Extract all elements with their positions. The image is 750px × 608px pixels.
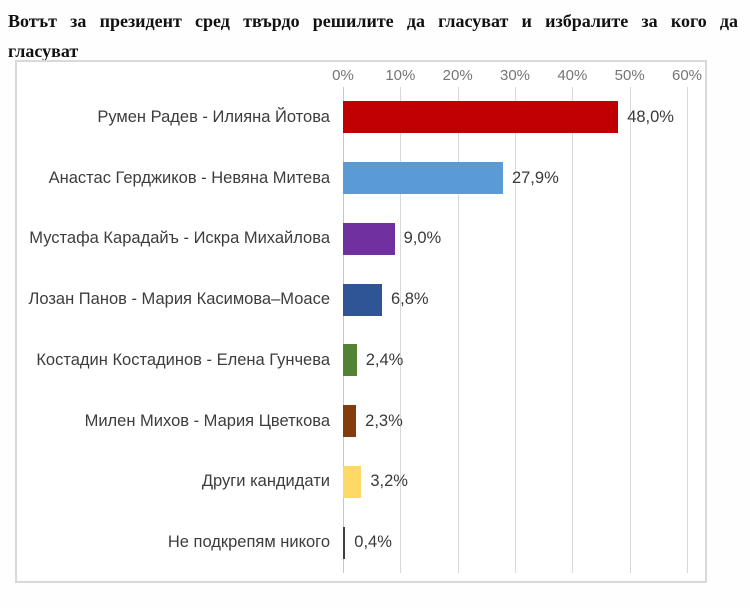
gridline-40 bbox=[572, 87, 574, 573]
bar-track: 27,9% bbox=[343, 148, 705, 209]
bar-track: 2,3% bbox=[343, 391, 705, 452]
chart-title-line1: Вотът за президент сред твърдо решилите … bbox=[8, 11, 738, 31]
value-label: 2,3% bbox=[365, 411, 403, 430]
chart-plot-area: 0% 10% 20% 30% 40% 50% 60% Румен Радев - Илиян… bbox=[15, 60, 707, 583]
x-tick-40%: 40% bbox=[557, 67, 588, 84]
bar-row: Други кандидати 3,2% bbox=[17, 452, 705, 513]
bar bbox=[343, 101, 619, 134]
bar bbox=[343, 222, 395, 255]
axis-baseline bbox=[343, 87, 344, 573]
bar-track: 3,2% bbox=[343, 452, 705, 513]
value-label: 6,8% bbox=[390, 290, 429, 309]
gridline-60 bbox=[687, 87, 688, 573]
x-tick-20%: 20% bbox=[442, 67, 473, 84]
bar bbox=[343, 526, 346, 559]
gridline-20 bbox=[457, 87, 459, 573]
x-tick-10%: 10% bbox=[385, 67, 416, 84]
bar bbox=[343, 405, 357, 438]
value-label: 48,0% bbox=[627, 107, 674, 126]
value-label: 0,4% bbox=[354, 533, 392, 552]
x-tick-50%: 50% bbox=[614, 67, 645, 84]
bar bbox=[343, 283, 382, 316]
chart-title: Вотът за президент сред твърдо решилите … bbox=[8, 6, 738, 66]
bar-row: Милен Михов - Мария Цветкова 2,3% bbox=[17, 391, 705, 452]
bar bbox=[343, 344, 357, 377]
bar-row: Костадин Костадинов - Елена Гунчева 2,4% bbox=[17, 330, 705, 391]
bar-row: Румен Радев - Илияна Йотова 48,0% bbox=[17, 87, 705, 148]
bar-row: Анастас Герджиков - Невяна Митева 27,9% bbox=[17, 148, 705, 209]
bar-track: 9,0% bbox=[343, 209, 705, 270]
bar-row: Не подкрепям никого 0,4% bbox=[17, 512, 705, 573]
value-label: 27,9% bbox=[511, 168, 559, 187]
category-label: Костадин Костадинов - Елена Гунчева bbox=[36, 350, 330, 369]
category-label: Други кандидати bbox=[201, 472, 330, 491]
bar-row: Мустафа Карадайъ - Искра Михайлова 9,0% bbox=[17, 209, 705, 270]
gridline-30 bbox=[515, 87, 516, 573]
category-label: Не подкрепям никого bbox=[167, 533, 330, 552]
bar bbox=[343, 465, 362, 498]
category-label: Анастас Герджиков - Невяна Митева bbox=[48, 168, 330, 187]
bar-rows: Румен Радев - Илияна Йотова 48,0% Анастас … bbox=[17, 87, 705, 573]
bar bbox=[343, 162, 503, 195]
gridline-10 bbox=[400, 87, 402, 573]
bar-track: 6,8% bbox=[343, 269, 705, 330]
value-label: 3,2% bbox=[370, 472, 408, 491]
bar-track: 48,0% bbox=[343, 87, 705, 148]
x-tick-0%: 0% bbox=[332, 67, 354, 84]
value-label: 9,0% bbox=[403, 229, 442, 248]
category-label: Лозан Панов - Мария Касимова–Моасе bbox=[28, 290, 330, 309]
bar-track: 0,4% bbox=[343, 512, 705, 573]
x-tick-60%: 60% bbox=[671, 67, 703, 84]
gridline-50 bbox=[629, 87, 631, 573]
bar-row: Лозан Панов - Мария Касимова–Моасе 6,8% bbox=[17, 269, 705, 330]
bar-track: 2,4% bbox=[343, 330, 705, 391]
category-label: Румен Радев - Илияна Йотова bbox=[97, 107, 330, 126]
x-tick-30%: 30% bbox=[499, 67, 531, 84]
value-label: 2,4% bbox=[365, 350, 404, 369]
category-label: Милен Михов - Мария Цветкова bbox=[84, 411, 330, 430]
chart-title-line2: гласуват bbox=[8, 41, 79, 61]
category-label: Мустафа Карадайъ - Искра Михайлова bbox=[29, 229, 330, 248]
